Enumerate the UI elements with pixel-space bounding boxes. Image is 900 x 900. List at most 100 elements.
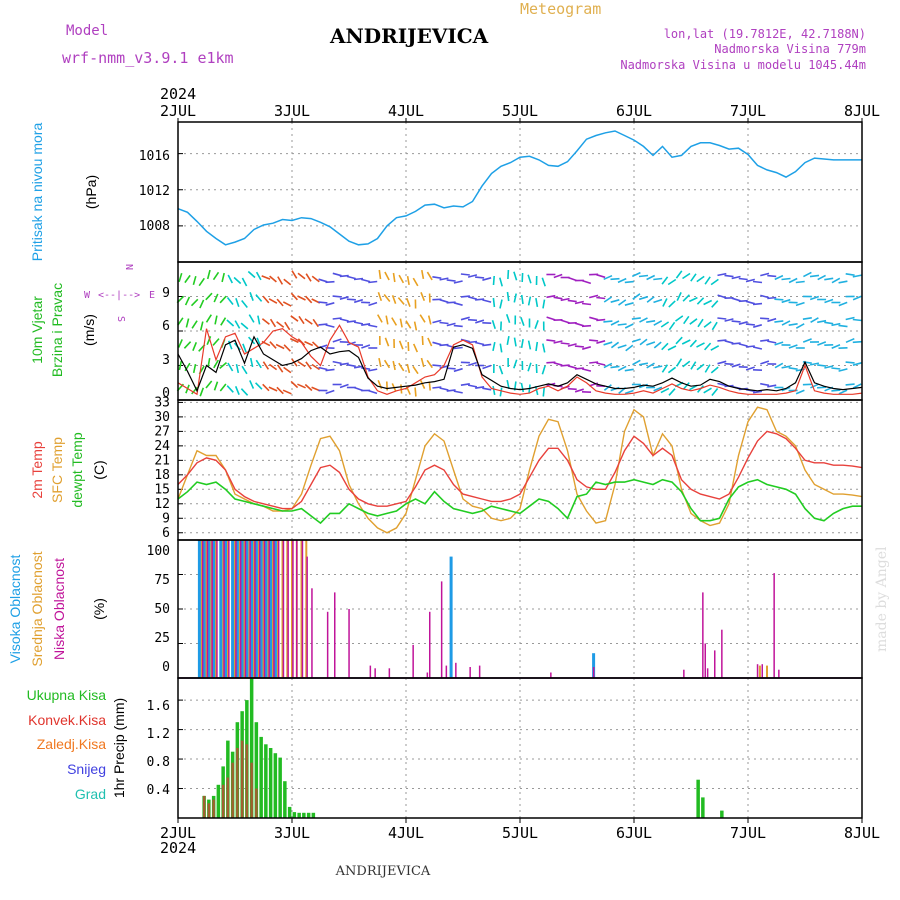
watermark: made by Angel [874, 546, 890, 652]
wind-arrow [482, 277, 492, 281]
wind-arrow [325, 389, 335, 395]
wind-arrow [325, 280, 335, 284]
mid-cloud-bar [281, 540, 284, 678]
t2m-axis-title: 2m Temp [29, 441, 45, 499]
wind-arrow [668, 300, 676, 308]
wind-arrow [639, 338, 648, 346]
temperature-tick-label: 15 [154, 482, 170, 497]
wind-arrow [191, 386, 199, 395]
wind-arrow [624, 323, 634, 329]
wind-arrow [453, 302, 463, 306]
wind-arrow [724, 340, 734, 344]
wind-arrow [368, 389, 378, 395]
wind-arrow [682, 382, 690, 390]
wind-arrow [724, 362, 734, 366]
wind-arrow [482, 299, 492, 303]
high-cloud-bar [259, 540, 263, 678]
wind-arrow [332, 272, 342, 277]
wind-arrow [499, 387, 503, 397]
wind-arrow [574, 322, 584, 327]
wind-arrow [631, 317, 641, 320]
wind-arrow [269, 341, 277, 349]
wind-arrow [603, 341, 613, 346]
wind-arrow [781, 298, 791, 304]
wind-arrow [262, 383, 270, 392]
wind-arrow [290, 292, 298, 301]
wind-arrow [467, 361, 478, 367]
wind-arrow [852, 318, 862, 322]
wind-arrow [661, 276, 669, 285]
high-cloud-bar [235, 540, 239, 678]
low-cloud-bar [216, 540, 218, 678]
wind-arrow [781, 277, 791, 281]
wind-arrow [378, 269, 382, 280]
conv-precip-bar [221, 784, 225, 818]
wind-arrow [499, 343, 503, 353]
wind-arrow [738, 343, 748, 347]
wind-arrow [781, 365, 791, 369]
wind-arrow [831, 322, 841, 327]
wind-arrow [184, 274, 191, 284]
wind-arrow [378, 357, 382, 368]
wind-arrow [632, 293, 641, 300]
wind-arrow [391, 317, 398, 326]
wind-arrow [810, 383, 819, 389]
bottom-date-label: 3JUL [274, 824, 310, 842]
wind-arrow [581, 324, 592, 328]
wind-arrow [398, 340, 404, 350]
wind-arrow [589, 339, 599, 342]
wind-arrow [646, 274, 656, 281]
wind-arrow [553, 273, 563, 279]
wind-arrow [631, 271, 641, 278]
top-date-label: 5JUL [502, 102, 538, 120]
high-cloud-bar [197, 540, 201, 678]
wind-arrow [717, 272, 727, 277]
wind-arrow [262, 295, 270, 304]
compass-south-label: S [115, 316, 126, 322]
wind-arrow [507, 269, 510, 280]
low-cloud-bar [592, 667, 595, 678]
wind-arrow [703, 299, 713, 306]
wind-arrow [290, 380, 299, 389]
hail-label: Grad [75, 786, 106, 802]
temperature-tick-label: 30 [154, 410, 170, 425]
low-cloud-bar [306, 556, 308, 678]
wind-arrow [788, 344, 798, 349]
high-cloud-axis-title: Visoka Oblacnost [7, 555, 23, 664]
wind-arrow [432, 276, 442, 279]
wind-arrow [191, 320, 198, 329]
wind-arrow [774, 341, 784, 346]
wind-arrow [541, 277, 546, 287]
wind-arrow [788, 323, 798, 326]
wind-arrow [824, 321, 834, 325]
wind-arrow [831, 344, 841, 349]
wind-arrow [845, 361, 855, 364]
footer-title: ANDRIJEVICA [335, 864, 431, 879]
wind-arrow [261, 275, 271, 280]
top-date-label: 4JUL [388, 102, 424, 120]
low-cloud-bar [244, 540, 247, 678]
wind-arrow [499, 277, 503, 287]
wind-arrow [226, 385, 234, 393]
low-cloud-bar [374, 668, 376, 678]
wind-arrow [838, 324, 848, 328]
low-cloud-bar [239, 540, 242, 678]
low-cloud-bar [721, 629, 723, 678]
wind-arrow [745, 300, 755, 305]
wind-arrow [414, 387, 417, 397]
wind-arrow [467, 318, 478, 322]
wind-arrow [817, 364, 827, 367]
wind-arrow [284, 321, 291, 331]
total-precip-bar [283, 781, 287, 818]
wind-arrow [353, 365, 364, 369]
wind-arrow [696, 275, 705, 283]
high-cloud-bar [254, 540, 258, 678]
wind-arrow [332, 295, 342, 298]
wind-arrow [492, 385, 496, 396]
wind-arrow [398, 274, 405, 284]
wind-arrow [535, 297, 539, 308]
wind-arrow [368, 301, 378, 307]
low-cloud-bar [326, 611, 329, 678]
total-precip-bar [249, 678, 254, 818]
wind-arrow [760, 272, 770, 277]
